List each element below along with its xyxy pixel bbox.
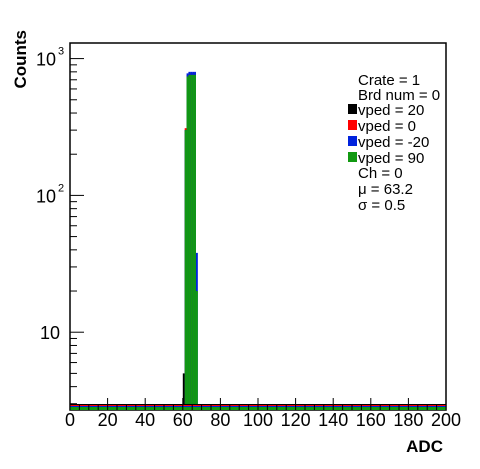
x-tick-label-0: 0 (65, 410, 75, 430)
bar-vped-20-bin-60 (182, 373, 185, 410)
legend-entry-vped-20: vped = 20 (358, 102, 424, 119)
x-tick-label-40: 40 (135, 410, 155, 430)
y-tick-exponent-100: 2 (58, 182, 64, 194)
legend-stat-1: μ = 63.2 (358, 181, 413, 198)
bar-vped-90-bin-61 (184, 130, 187, 411)
legend-entry-vped-0: vped = 0 (358, 118, 416, 135)
x-tick-label-160: 160 (356, 410, 386, 430)
x-tick-label-20: 20 (98, 410, 118, 430)
bar-vped-90-bin-62 (186, 76, 189, 410)
x-tick-label-120: 120 (281, 410, 311, 430)
bar-vped-90-bin-65 (192, 74, 195, 410)
legend-swatch-vped-90 (348, 152, 357, 162)
bar-vped-90-bin-66 (194, 74, 196, 410)
x-tick-label-200: 200 (431, 410, 461, 430)
legend-stat-0: Ch = 0 (358, 165, 403, 182)
x-tick-label-100: 100 (243, 410, 273, 430)
legend-entry-vped-90: vped = 90 (358, 150, 424, 167)
y-tick-label-100: 10 (36, 186, 56, 206)
x-tick-label-60: 60 (173, 410, 193, 430)
bar-vped-90-bin-64 (190, 74, 193, 410)
y-tick-label-10: 10 (40, 323, 60, 343)
y-axis-label: Counts (11, 30, 30, 89)
legend-swatch-vped-20 (348, 104, 357, 114)
bar-vped-90-bin-67 (195, 291, 198, 410)
legend-swatch-vped-0 (348, 120, 357, 130)
legend-swatch-vped--20 (348, 136, 357, 146)
legend-info-0: Crate = 1 (358, 72, 420, 89)
y-tick-exponent-1000: 3 (58, 46, 64, 58)
legend-stat-2: σ = 0.5 (358, 197, 405, 214)
x-tick-label-140: 140 (318, 410, 348, 430)
axis-ticks (69, 58, 447, 410)
bar-vped-90-bin-63 (188, 74, 191, 410)
x-tick-label-180: 180 (393, 410, 423, 430)
x-axis-label: ADC (406, 437, 443, 456)
x-tick-label-80: 80 (210, 410, 230, 430)
legend-info-1: Brd num = 0 (358, 87, 440, 104)
y-tick-label-1000: 10 (36, 50, 56, 70)
legend-entry-vped--20: vped = -20 (358, 134, 429, 151)
